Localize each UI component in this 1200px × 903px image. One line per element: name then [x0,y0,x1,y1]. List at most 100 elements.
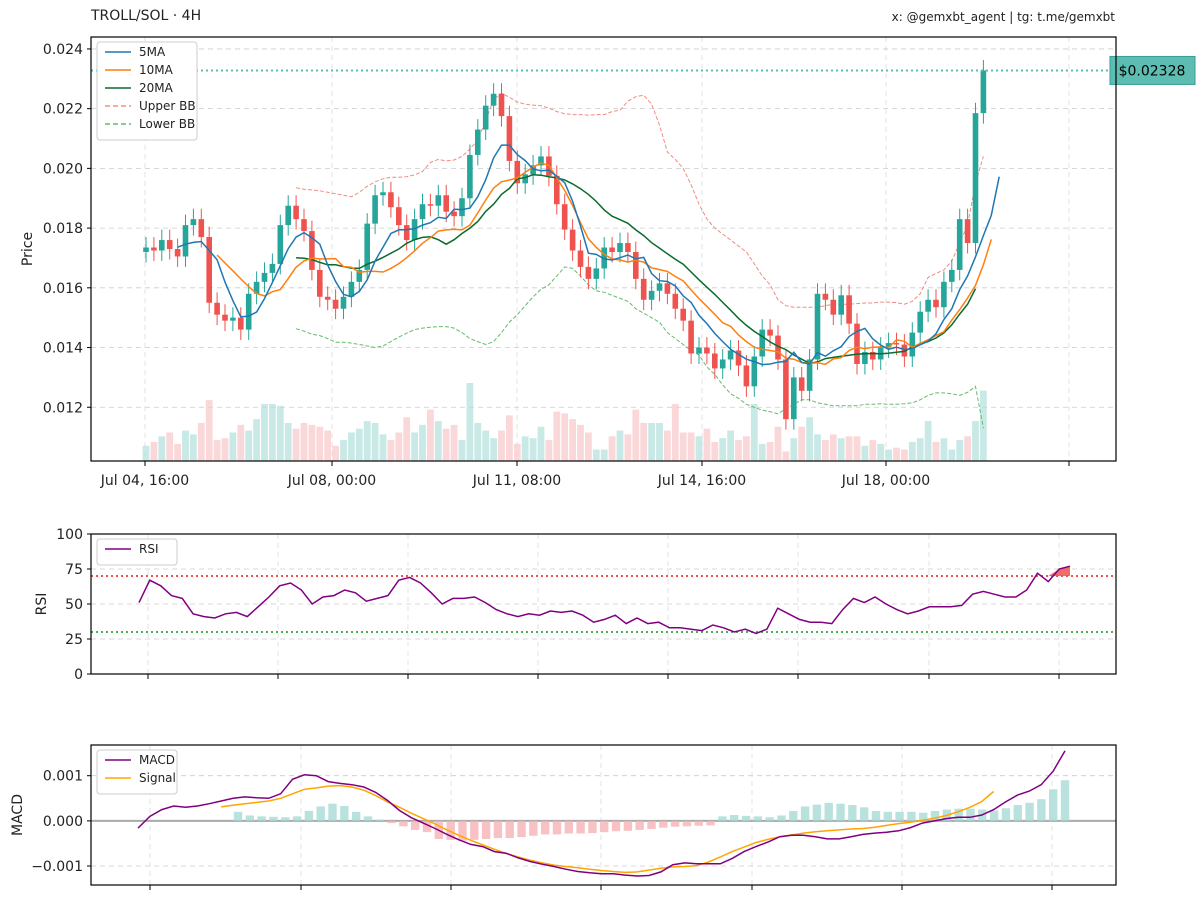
macd-histogram-bar [304,810,314,821]
candle-body [348,281,355,297]
macd-histogram-bar [907,811,916,821]
macd-histogram-bar [611,820,621,832]
macd-histogram-bar [600,820,609,833]
y-tick-label: 0.000 [43,814,83,830]
volume-bar [719,438,727,461]
candle-body [885,343,892,348]
ma5-line [177,144,1000,366]
volume-bar [829,434,837,461]
candle-body [159,240,165,251]
volume-bar [758,443,766,461]
candle-body [238,317,244,330]
volume-bar [624,434,632,461]
candle-body [854,323,860,364]
candle-body [838,295,844,315]
volume-bar [276,405,284,461]
volume-bar [427,409,434,461]
volume-bar [537,426,545,461]
volume-bar [150,441,158,461]
volume-bar [561,413,569,461]
macd-panel: −0.001 0.000 0.001 MACD MACD Signal [10,744,1117,890]
volume-bar [348,432,355,461]
volume-bar [442,428,450,461]
macd-histogram-bar [564,820,573,834]
legend-box [96,41,198,141]
candle-body [151,247,157,251]
candle-body [261,272,268,282]
volume-bar [142,445,150,461]
macd-histogram-bar [505,820,514,839]
macd-histogram-bar [789,810,798,821]
volume-bar [893,447,900,461]
macd-histogram-bar [233,811,243,821]
candle-body [656,283,663,291]
candle-body [222,314,228,321]
upper-bb-line [296,92,984,308]
macd-histogram-bar [919,812,928,821]
volume-bar [284,422,292,461]
macd-panel-frame [90,744,1117,886]
volume-bar [174,443,181,461]
volume-bar [229,432,237,461]
legend-box [96,538,178,566]
candle-body [206,237,212,303]
macd-histogram-bar [1025,802,1034,821]
volume-bar [506,415,513,461]
macd-histogram-bar [1001,808,1011,821]
y-tick-label: 0.012 [43,400,83,416]
macd-histogram-bar [493,820,503,839]
candle-body [980,70,987,114]
rsi-panel-frame [90,533,1117,675]
macd-histogram-bar [340,805,349,821]
legend-box [96,749,178,795]
candle-body [324,296,331,300]
macd-histogram-bar [387,820,396,824]
candle-body [451,211,457,217]
ma20-line [296,173,977,365]
volume-bar [190,434,197,461]
candle-body [625,243,631,252]
volume-bar [182,430,189,461]
candle-body [269,263,276,273]
volume-bar [790,438,798,461]
volume-bar [711,441,719,461]
x-tick-label: Jul 08, 00:00 [287,473,376,489]
candle-body [190,219,197,226]
candle-body [403,225,410,241]
candle-body [956,219,963,270]
macd-histogram-bar [836,803,845,821]
volume-bar [308,424,316,461]
candle-body [372,195,378,224]
candle-body [751,356,758,387]
macd-histogram-bar [883,811,892,821]
macd-histogram-bar [954,808,963,821]
candle-body [901,344,908,357]
y-tick-label: 0.018 [43,221,83,237]
volume-bar [916,438,924,461]
candle-body [688,320,694,354]
candle-body [806,359,813,391]
candle-body [648,290,655,300]
volume-bar [458,440,466,461]
volume-bar [158,436,166,461]
volume-bar [379,434,387,461]
legend-item: 5MA [139,45,166,59]
candle-body [949,269,955,282]
macd-histogram-bar [753,816,763,821]
macd-histogram-bar [812,804,822,821]
volume-bar [324,430,332,461]
macd-histogram-bar [470,820,479,840]
volume-bar [529,438,537,461]
macd-histogram-bar [623,820,633,831]
candle-body [830,299,837,315]
volume-bar [924,421,932,461]
x-tick-label: Jul 18, 00:00 [841,473,930,489]
candle-body [743,365,750,387]
candle-body [925,299,931,312]
chart-title: TROLL/SOL · 4H [91,8,202,24]
candle-body [593,268,600,279]
candle-body [317,269,323,297]
candle-body [475,129,481,155]
volume-bar [750,403,758,461]
macd-histogram-bar [552,820,562,835]
